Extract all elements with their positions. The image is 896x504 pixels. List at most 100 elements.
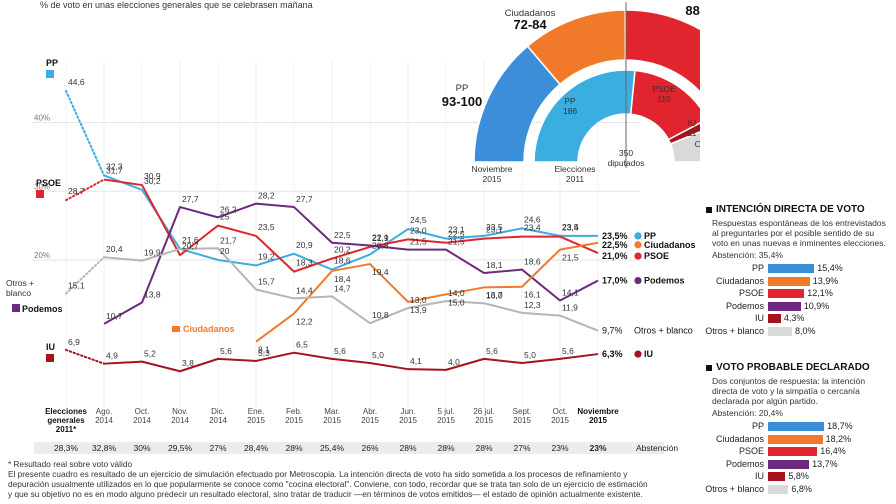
point-value-label: 23,4 [524, 223, 541, 233]
point-value-label: 30,2 [144, 176, 161, 186]
series-line-psoe [103, 178, 599, 273]
direct-vote-abstention: Abstención: 35,4% [712, 250, 783, 260]
series-layer [65, 89, 599, 373]
x-tick-label: Noviembre [577, 407, 619, 416]
point-value-label: 13,9 [410, 305, 427, 315]
x-tick-label: Oct. [135, 407, 150, 416]
party-logo-icon [46, 354, 54, 362]
bar-category-label: Ciudadanos [715, 275, 764, 286]
point-value-label: 23,1 [486, 225, 503, 235]
footnote-line-2: depuración usualmente utilizados en lo q… [8, 479, 648, 489]
point-value-label: 12,3 [524, 300, 541, 310]
point-value-label: 28,7 [68, 186, 85, 196]
series-line-ciudadanos [255, 241, 599, 343]
bar-fill [768, 314, 781, 323]
bar-row: Ciudadanos 13,9% [706, 276, 892, 287]
bar-value-label: 18,2% [825, 433, 852, 444]
inner-ring-segment-pp [533, 69, 636, 163]
bar-row: Otros + blanco 8,0% [705, 326, 892, 337]
abstention-value: 23% [589, 443, 606, 453]
end-value-label: 21,0% [602, 251, 628, 261]
point-value-label: 5,0 [372, 350, 384, 360]
y-tick-label: 30% [34, 182, 50, 191]
point-value-label: 19,4 [372, 267, 389, 277]
end-party-label: Podemos [644, 276, 685, 286]
end-party-label: IU [644, 349, 653, 359]
x-tick-label: 2015 [513, 416, 531, 425]
direct-vote-description: Respuestas espontáneas de los entrevista… [712, 218, 886, 248]
point-value-label: 6,9 [68, 337, 80, 347]
bar-row: Podemos 13,7% [706, 459, 892, 470]
bar-value-label: 5,8% [788, 471, 809, 481]
x-category-label: Jun.2015 [399, 407, 417, 425]
inner-seat-label: diputados [608, 158, 645, 168]
x-tick-label: 2015 [361, 416, 379, 425]
point-value-label: 14,0 [448, 288, 465, 298]
bar-fill [768, 422, 825, 431]
point-value-label: 20,9 [296, 240, 313, 250]
bar-fill [768, 276, 810, 286]
point-value-label: 20,4 [106, 244, 123, 254]
x-tick-label: 2015 [589, 416, 607, 425]
x-tick-label: Jun. [400, 407, 415, 416]
point-value-label: 22,1 [372, 233, 389, 243]
point-value-label: 10,7 [106, 311, 123, 321]
point-value-label: 18,6 [524, 257, 541, 267]
bar-row: PP 15,4% [706, 263, 892, 274]
direct-vote-panel: INTENCIÓN DIRECTA DE VOTO Respuestas esp… [705, 204, 892, 343]
bar-row: PP 18,7% [706, 421, 892, 432]
bar-row: Otros + blanco 6,8% [705, 483, 892, 495]
party-logo-icon [172, 326, 180, 332]
point-value-label: 24,6 [524, 214, 541, 224]
series-line-podemos [103, 202, 599, 325]
point-value-label: 18,3 [296, 258, 313, 268]
point-value-label: 28,2 [258, 191, 275, 201]
x-tick-label: 26 jul. [473, 407, 494, 416]
abstention-value: 28% [475, 443, 492, 453]
inner-seat-label: PP [564, 96, 576, 106]
point-value-label: 4,9 [106, 351, 118, 361]
abstention-value: 30% [133, 443, 150, 453]
end-party-label: Ciudadanos [644, 240, 696, 250]
direct-vote-bars: PP 15,4% Ciudadanos 13,9% PSOE 12,1% Podemos 10… [705, 263, 892, 343]
x-tick-label: Mar. [324, 407, 340, 416]
bar-category-label: PSOE [738, 446, 764, 456]
point-value-label: 25 [220, 212, 230, 222]
series-connector-dotted [65, 348, 105, 365]
left-party-label: PSOE [36, 178, 61, 188]
point-value-label: 23,5 [486, 222, 503, 232]
bar-fill [768, 484, 789, 494]
bar-row: PSOE 16,4% [706, 446, 892, 457]
inner-seat-label: Noviembre [471, 164, 512, 174]
point-value-label: 21,5 [448, 237, 465, 247]
x-tick-label: 2014 [171, 416, 189, 425]
abstention-value: 28,4% [244, 443, 269, 453]
x-tick-label: Dic. [211, 407, 225, 416]
series-connector-dotted [65, 89, 105, 177]
x-category-label: Mar.2015 [323, 407, 341, 425]
point-value-label: 20 [220, 246, 230, 256]
x-category-label: 5 jul.2015 [437, 407, 455, 425]
x-tick-label: Oct. [553, 407, 568, 416]
point-value-label: 19,2 [258, 251, 275, 261]
chart-subtitle: % de voto en unas elecciones generales q… [40, 0, 313, 10]
inner-seat-label: PSOE [652, 84, 676, 94]
point-value-label: 4,1 [410, 356, 422, 366]
square-bullet-icon [706, 364, 712, 371]
bar-fill [768, 459, 810, 469]
point-value-label: 23,1 [448, 225, 465, 235]
x-tick-label: 5 jul. [438, 407, 455, 416]
bar-fill [768, 289, 805, 298]
point-value-label: 18,1 [486, 260, 503, 270]
bar-category-label: IU [755, 471, 764, 481]
axis-layer: Eleccionesgenerales2011*Ago.2014Oct.2014… [34, 407, 678, 454]
point-value-label: 5,6 [220, 346, 232, 356]
footnote-line-3: y que su objetivo no es en modo alguno p… [8, 489, 643, 499]
x-category-label: Sept.2015 [513, 407, 532, 425]
point-value-label: 18,4 [334, 274, 351, 284]
series-connector-dotted [65, 178, 105, 202]
point-value-label: 19,9 [144, 248, 161, 258]
abstention-value: 27% [513, 443, 530, 453]
bar-value-label: 6,8% [791, 483, 812, 494]
point-value-label: 8,1 [258, 345, 270, 355]
